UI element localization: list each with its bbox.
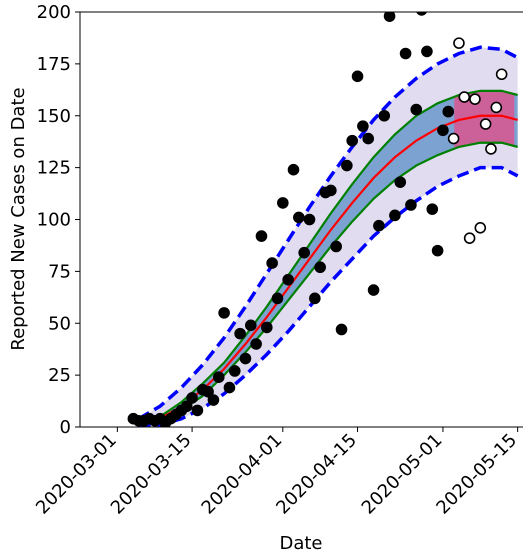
data-point (287, 163, 300, 176)
data-point (346, 134, 359, 147)
data-point (298, 246, 310, 259)
y-axis-label: Reported New Cases on Date (8, 87, 29, 350)
data-point (244, 319, 257, 332)
x-tick-label: 2020-05-15 (432, 430, 521, 519)
data-point (453, 37, 465, 49)
y-tick-label: 25 (48, 365, 71, 386)
data-point (474, 222, 487, 234)
y-tick-label: 75 (48, 261, 71, 282)
data-point (378, 109, 391, 122)
y-tick-label: 175 (37, 54, 71, 75)
data-point (186, 392, 198, 404)
data-point (271, 292, 284, 305)
data-point (495, 68, 508, 81)
data-point (266, 257, 278, 269)
data-point (442, 105, 455, 118)
data-point (490, 101, 503, 114)
data-point (202, 385, 214, 398)
data-point (335, 323, 348, 336)
y-tick-label: 100 (37, 210, 71, 231)
data-point (250, 338, 262, 350)
data-point (485, 143, 497, 155)
data-point (255, 230, 268, 242)
data-point (399, 47, 412, 60)
x-axis-label: Date (279, 533, 322, 554)
data-point (437, 124, 449, 137)
data-point (282, 273, 294, 286)
data-point (410, 103, 423, 116)
data-point (191, 404, 204, 417)
data-point (207, 394, 220, 406)
data-point (212, 371, 225, 384)
data-point (394, 176, 407, 188)
y-tick-label: 150 (37, 106, 71, 127)
data-point (228, 365, 241, 377)
data-point (431, 244, 444, 257)
data-point (479, 118, 492, 130)
data-point (234, 327, 246, 340)
data-point (341, 159, 353, 172)
data-point (325, 184, 337, 197)
data-point (421, 45, 433, 58)
data-point (405, 199, 417, 211)
data-point (277, 197, 289, 209)
x-tick-label: 2020-04-15 (272, 430, 361, 519)
data-point (239, 352, 252, 365)
data-point (314, 261, 326, 274)
data-point (303, 213, 316, 226)
y-tick-label: 0 (60, 417, 71, 438)
data-point (330, 240, 342, 253)
data-point (469, 93, 481, 105)
data-point (218, 307, 230, 319)
data-point (458, 91, 471, 103)
y-tick-label: 125 (37, 158, 71, 179)
data-point (180, 400, 193, 413)
data-point (383, 12, 396, 22)
data-point (309, 292, 321, 305)
data-point (463, 232, 476, 244)
model-line (138, 165, 519, 427)
x-tick-label: 2020-03-15 (107, 430, 196, 519)
data-point (357, 120, 369, 132)
data-point (416, 12, 427, 16)
data-point (223, 381, 236, 394)
model-line (137, 45, 519, 421)
data-point (261, 321, 273, 334)
data-point (426, 203, 439, 215)
y-tick-label: 200 (37, 2, 71, 23)
data-point (389, 209, 401, 222)
y-tick-label: 50 (48, 313, 71, 334)
data-point (362, 132, 375, 145)
data-point (373, 219, 385, 232)
data-point (447, 132, 460, 145)
data-point (367, 284, 380, 296)
data-point (293, 211, 305, 224)
data-point (351, 70, 364, 83)
